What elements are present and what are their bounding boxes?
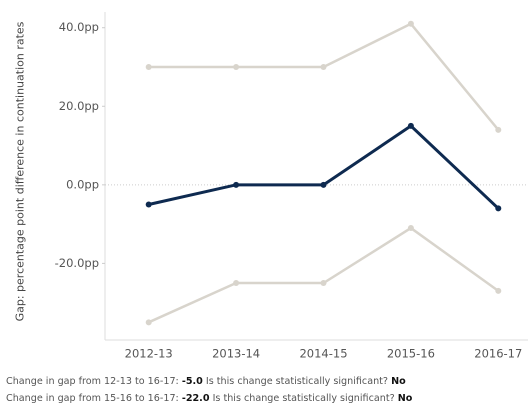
footnote-label: Change in gap from 15-16 to 16-17: (6, 393, 179, 404)
x-tick-label: 2014-15 (299, 347, 347, 361)
footnote-value: -5.0 (181, 376, 203, 387)
footnote-question: Is this change statistically significant… (212, 393, 395, 404)
series-line (148, 22, 500, 131)
point (320, 63, 327, 70)
chart: -20.0pp 0.0pp 20.0pp 40.0pp 2012-13 2013-14 20… (55, 12, 528, 361)
point (233, 181, 240, 188)
y-tick-label: 20.0pp (59, 99, 99, 113)
point (233, 280, 240, 287)
footnote-question: Is this change statistically significant… (205, 376, 389, 387)
footnote-value: -22.0 (181, 393, 210, 404)
y-tick-label: -20.0pp (55, 256, 99, 270)
y-axis-label: Gap: percentage point difference in cont… (13, 21, 27, 322)
point (495, 205, 502, 212)
point (495, 126, 502, 133)
footnote-answer: No (391, 376, 406, 387)
x-tick-label: 2015-16 (387, 347, 435, 361)
footnote-answer: No (397, 393, 413, 404)
series-line (148, 226, 500, 324)
point (145, 201, 152, 208)
x-tick-label: 2016-17 (474, 347, 522, 361)
point (407, 20, 414, 27)
point (233, 63, 240, 70)
footnote: Change in gap from 12-13 to 16-17: -5.0 … (6, 376, 406, 387)
x-tick-label: 2012-13 (125, 347, 173, 361)
point (320, 181, 327, 188)
point (145, 319, 152, 326)
x-tick-label: 2013-14 (212, 347, 260, 361)
point (407, 225, 414, 232)
point (407, 122, 414, 129)
point (145, 63, 152, 70)
series-line (148, 124, 500, 210)
point (495, 287, 502, 294)
footnote: Change in gap from 15-16 to 16-17: -22.0… (6, 393, 412, 404)
y-tick-label: 40.0pp (59, 20, 99, 34)
footnote-label: Change in gap from 12-13 to 16-17: (6, 376, 179, 387)
y-tick-label: 0.0pp (66, 177, 99, 191)
point (320, 280, 327, 287)
